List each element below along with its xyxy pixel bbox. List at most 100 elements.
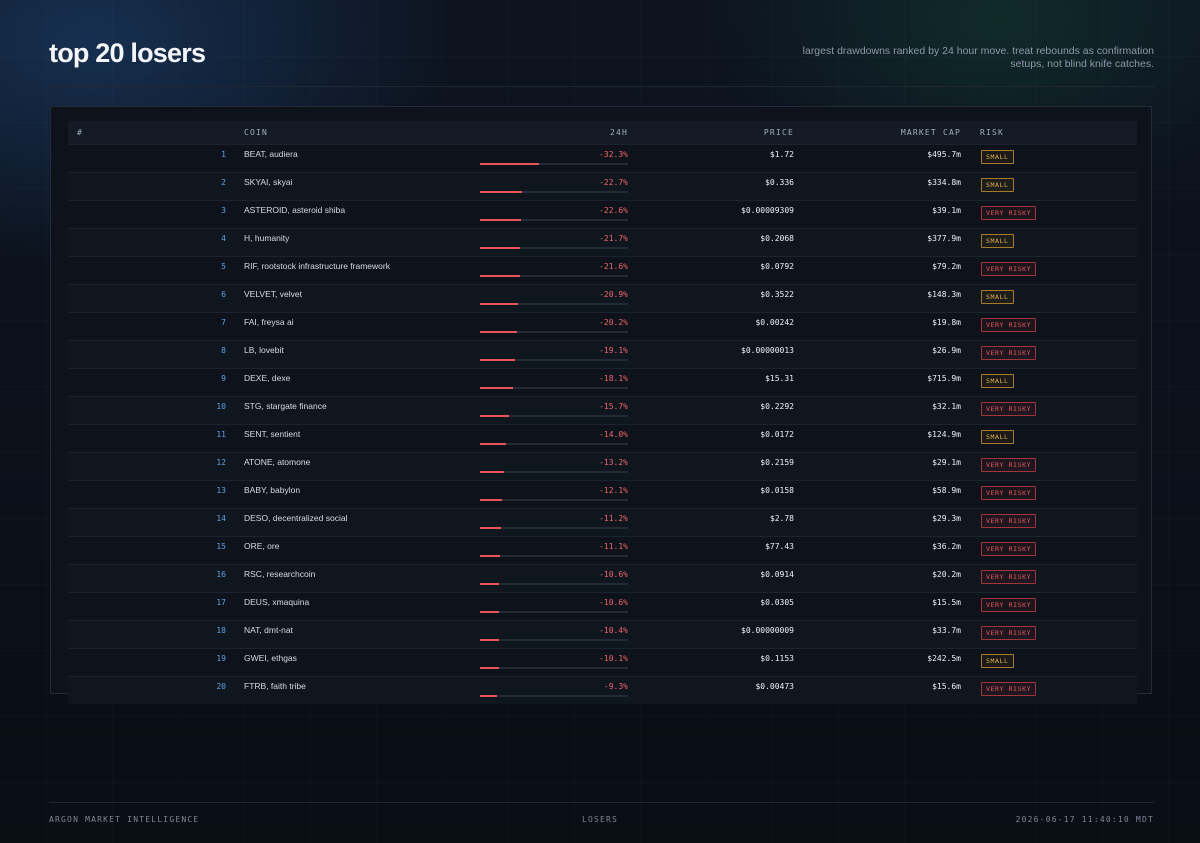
risk-badge: VERY RISKY xyxy=(981,206,1037,220)
market-cap-cell: $79.2m xyxy=(932,262,961,271)
rank-cell: 3 xyxy=(221,206,226,215)
coin-cell[interactable]: FTRB, faith tribe xyxy=(244,681,306,691)
market-cap-cell: $124.9m xyxy=(927,430,961,439)
column-header-market-cap[interactable]: MARKET CAP xyxy=(900,128,961,137)
column-header-24h[interactable]: 24H xyxy=(609,128,628,137)
column-header-price[interactable]: PRICE xyxy=(763,128,794,137)
market-cap-cell: $29.1m xyxy=(932,458,961,467)
coin-cell[interactable]: ATONE, atomone xyxy=(244,457,311,467)
coin-cell[interactable]: SKYAI, skyai xyxy=(244,177,293,187)
coin-cell[interactable]: STG, stargate finance xyxy=(244,401,327,411)
change-bar-fill xyxy=(480,359,516,361)
change-bar-fill xyxy=(480,611,500,613)
change-bar-fill xyxy=(480,667,499,669)
price-cell: $0.00242 xyxy=(755,318,794,327)
table-row[interactable]: 12 ATONE, atomone -13.2% $0.2159 $29.1m VERY … xyxy=(68,452,1137,480)
coin-cell[interactable]: FAI, freysa ai xyxy=(244,317,294,327)
price-cell: $0.00000013 xyxy=(741,346,794,355)
coin-cell[interactable]: SENT, sentient xyxy=(244,429,301,439)
price-cell: $0.0305 xyxy=(760,598,794,607)
coin-cell[interactable]: LB, lovebit xyxy=(244,345,284,355)
rank-cell: 11 xyxy=(216,430,226,439)
change-bar-fill xyxy=(480,303,519,305)
market-cap-cell: $148.3m xyxy=(927,290,961,299)
risk-badge: SMALL xyxy=(981,374,1014,388)
change-cell: -22.7% xyxy=(599,178,628,187)
table-row[interactable]: 15 ORE, ore -11.1% $77.43 $36.2m VERY RISKY xyxy=(68,536,1137,564)
table-row[interactable]: 8 LB, lovebit -19.1% $0.00000013 $26.9m VERY … xyxy=(68,340,1137,368)
price-cell: $0.00009309 xyxy=(741,206,794,215)
risk-badge: SMALL xyxy=(981,178,1014,192)
table-row[interactable]: 5 RIF, rootstock infrastructure framework… xyxy=(68,256,1137,284)
coin-cell[interactable]: VELVET, velvet xyxy=(244,289,302,299)
coin-cell[interactable]: NAT, dmt-nat xyxy=(244,625,293,635)
table-row[interactable]: 13 BABY, babylon -12.1% $0.0158 $58.9m VERY R… xyxy=(68,480,1137,508)
risk-badge: VERY RISKY xyxy=(981,514,1037,528)
change-bar-track xyxy=(480,611,628,613)
price-cell: $0.00473 xyxy=(755,682,794,691)
coin-cell[interactable]: RIF, rootstock infrastructure framework xyxy=(244,261,390,271)
change-bar-fill xyxy=(480,527,501,529)
risk-badge: VERY RISKY xyxy=(981,262,1037,276)
table-row[interactable]: 7 FAI, freysa ai -20.2% $0.00242 $19.8m VERY … xyxy=(68,312,1137,340)
change-bar-fill xyxy=(480,499,503,501)
risk-badge: VERY RISKY xyxy=(981,598,1037,612)
table-row[interactable]: 14 DESO, decentralized social -11.2% $2.78 $… xyxy=(68,508,1137,536)
change-bar-fill xyxy=(480,443,506,445)
table-row[interactable]: 17 DEUS, xmaquina -10.6% $0.0305 $15.5m VERY … xyxy=(68,592,1137,620)
coin-cell[interactable]: DESO, decentralized social xyxy=(244,513,348,523)
table-row[interactable]: 20 FTRB, faith tribe -9.3% $0.00473 $15.6m VE… xyxy=(68,676,1137,704)
coin-cell[interactable]: DEUS, xmaquina xyxy=(244,597,310,607)
change-bar-fill xyxy=(480,163,540,165)
table-row[interactable]: 3 ASTEROID, asteroid shiba -22.6% $0.000093… xyxy=(68,200,1137,228)
change-bar-track xyxy=(480,415,628,417)
coin-cell[interactable]: BEAT, audiera xyxy=(244,149,298,159)
table-row[interactable]: 9 DEXE, dexe -18.1% $15.31 $715.9m SMALL xyxy=(68,368,1137,396)
change-cell: -10.4% xyxy=(599,626,628,635)
change-bar-fill xyxy=(480,415,509,417)
table-row[interactable]: 6 VELVET, velvet -20.9% $0.3522 $148.3m SMALL xyxy=(68,284,1137,312)
rank-cell: 2 xyxy=(221,178,226,187)
rank-cell: 9 xyxy=(221,374,226,383)
market-cap-cell: $19.8m xyxy=(932,318,961,327)
price-cell: $0.0158 xyxy=(760,486,794,495)
coin-cell[interactable]: BABY, babylon xyxy=(244,485,301,495)
column-header-coin[interactable]: COIN xyxy=(244,128,269,137)
losers-table-panel: # COIN 24H PRICE MARKET CAP RISK 1 BEAT, … xyxy=(50,106,1152,704)
table-row[interactable]: 10 STG, stargate finance -15.7% $0.2292 $32.… xyxy=(68,396,1137,424)
market-cap-cell: $39.1m xyxy=(932,206,961,215)
change-cell: -10.6% xyxy=(599,598,628,607)
market-cap-cell: $20.2m xyxy=(932,570,961,579)
market-cap-cell: $32.1m xyxy=(932,402,961,411)
change-bar-track xyxy=(480,499,628,501)
risk-badge: SMALL xyxy=(981,430,1014,444)
table-row[interactable]: 2 SKYAI, skyai -22.7% $0.336 $334.8m SMALL xyxy=(68,172,1137,200)
table-row[interactable]: 18 NAT, dmt-nat -10.4% $0.00000009 $33.7m VER… xyxy=(68,620,1137,648)
coin-cell[interactable]: GWEI, ethgas xyxy=(244,653,297,663)
coin-cell[interactable]: ORE, ore xyxy=(244,541,280,551)
coin-cell[interactable]: ASTEROID, asteroid shiba xyxy=(244,205,346,215)
coin-cell[interactable]: H, humanity xyxy=(244,233,290,243)
price-cell: $0.0914 xyxy=(760,570,794,579)
change-bar-track xyxy=(480,443,628,445)
table-row[interactable]: 1 BEAT, audiera -32.3% $1.72 $495.7m SMALL xyxy=(68,144,1137,172)
table-header: # COIN 24H PRICE MARKET CAP RISK xyxy=(68,121,1137,144)
rank-cell: 6 xyxy=(221,290,226,299)
risk-badge: VERY RISKY xyxy=(981,570,1037,584)
column-header-risk[interactable]: RISK xyxy=(980,128,1005,137)
price-cell: $0.1153 xyxy=(760,654,794,663)
change-bar-track xyxy=(480,471,628,473)
table-row[interactable]: 16 RSC, researchcoin -10.6% $0.0914 $20.2m VE… xyxy=(68,564,1137,592)
market-cap-cell: $495.7m xyxy=(927,150,961,159)
risk-badge: VERY RISKY xyxy=(981,402,1037,416)
table-row[interactable]: 19 GWEI, ethgas -10.1% $0.1153 $242.5m SMALL xyxy=(68,648,1137,676)
change-bar-fill xyxy=(480,583,500,585)
table-row[interactable]: 11 SENT, sentient -14.0% $0.0172 $124.9m SMAL… xyxy=(68,424,1137,452)
column-header-rank[interactable]: # xyxy=(77,128,84,137)
market-cap-cell: $33.7m xyxy=(932,626,961,635)
market-cap-cell: $334.8m xyxy=(927,178,961,187)
coin-cell[interactable]: DEXE, dexe xyxy=(244,373,291,383)
coin-cell[interactable]: RSC, researchcoin xyxy=(244,569,316,579)
table-row[interactable]: 4 H, humanity -21.7% $0.2068 $377.9m SMALL xyxy=(68,228,1137,256)
market-cap-cell: $15.6m xyxy=(932,682,961,691)
